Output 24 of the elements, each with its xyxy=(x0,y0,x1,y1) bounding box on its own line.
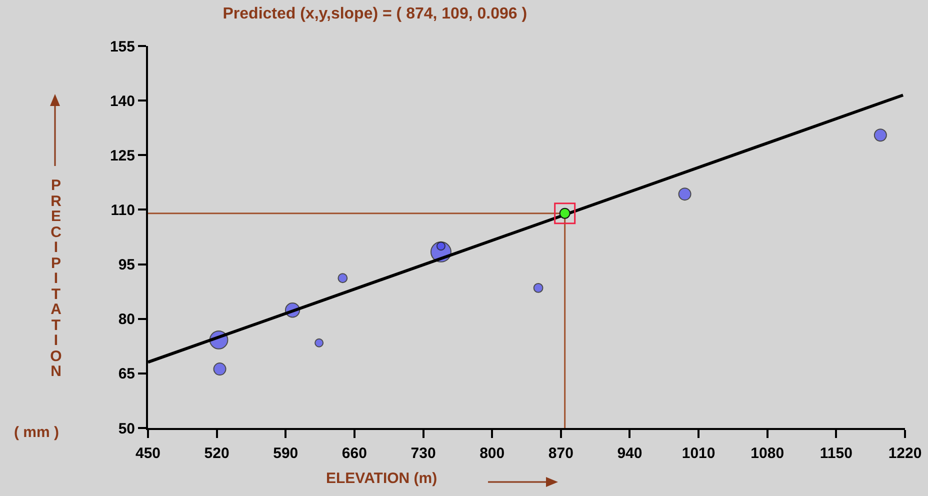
chart-title: Predicted (x,y,slope) = ( 874, 109, 0.096 ) xyxy=(222,6,528,23)
x-tick-label: 1150 xyxy=(820,445,852,462)
y-tick-label: 80 xyxy=(118,311,135,328)
x-axis-title: ELEVATION (m) xyxy=(326,470,438,487)
x-tick-label: 1010 xyxy=(682,445,716,462)
y-tick-label: 110 xyxy=(110,202,135,219)
x-tick-label: 450 xyxy=(135,445,161,462)
x-tick-label: 520 xyxy=(204,445,230,462)
x-tick-label: 1080 xyxy=(750,445,784,462)
y-tick-label: 140 xyxy=(110,92,135,110)
x-tick-label: 940 xyxy=(617,445,642,462)
x-tick-label: 590 xyxy=(273,445,298,462)
text: ( mm ) xyxy=(14,424,59,441)
text: PRECIPITATION xyxy=(50,177,62,380)
y-tick-label: 65 xyxy=(118,366,135,383)
x-tick-label: 730 xyxy=(410,445,436,462)
x-tick-label: 800 xyxy=(480,445,505,462)
y-tick-label: 50 xyxy=(118,420,135,438)
x-tick-label: 1220 xyxy=(888,445,922,462)
x-tick-label: 870 xyxy=(548,445,574,462)
x-tick-label: 660 xyxy=(342,445,367,462)
y-tick-label: 155 xyxy=(110,38,135,56)
y-tick-label: 125 xyxy=(110,147,135,164)
y-tick-label: 95 xyxy=(118,256,135,274)
